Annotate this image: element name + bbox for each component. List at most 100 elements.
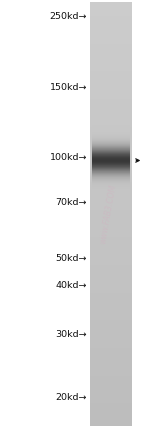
Bar <box>90 309 132 310</box>
Bar <box>92 170 130 171</box>
Bar <box>90 78 132 79</box>
Bar <box>92 155 130 156</box>
Bar <box>92 153 130 154</box>
Bar <box>90 282 132 283</box>
Bar <box>90 359 132 360</box>
Bar <box>90 195 132 196</box>
Bar <box>90 334 132 335</box>
Bar <box>90 143 132 145</box>
Bar <box>92 149 130 150</box>
Bar <box>92 173 130 174</box>
Bar <box>90 173 132 174</box>
Bar <box>90 355 132 357</box>
Bar <box>90 226 132 227</box>
Bar <box>90 220 132 222</box>
Bar <box>92 141 130 142</box>
Bar <box>90 98 132 100</box>
Bar <box>92 130 130 131</box>
Bar <box>92 146 130 147</box>
Bar <box>90 216 132 217</box>
Bar <box>90 370 132 372</box>
Bar <box>90 217 132 218</box>
Bar <box>90 214 132 216</box>
Bar <box>90 63 132 64</box>
Bar <box>90 279 132 280</box>
Bar <box>90 407 132 409</box>
Bar <box>90 25 132 27</box>
Bar <box>92 160 130 161</box>
Bar <box>90 118 132 119</box>
Bar <box>90 103 132 104</box>
Bar <box>92 159 130 160</box>
Bar <box>92 126 130 127</box>
Bar <box>90 276 132 277</box>
Bar <box>92 151 130 152</box>
Bar <box>92 193 130 194</box>
Bar <box>90 172 132 173</box>
Bar <box>90 82 132 83</box>
Bar <box>92 144 130 145</box>
Bar <box>92 177 130 178</box>
Bar <box>92 188 130 189</box>
Bar <box>90 123 132 124</box>
Text: 100kd→: 100kd→ <box>50 153 87 162</box>
Bar <box>92 192 130 193</box>
Bar <box>90 169 132 171</box>
Bar <box>92 169 130 170</box>
Bar <box>90 270 132 271</box>
Bar <box>92 180 130 181</box>
Bar <box>92 182 130 183</box>
Bar <box>90 84 132 85</box>
Bar <box>90 271 132 273</box>
Bar <box>90 322 132 323</box>
Bar <box>90 129 132 130</box>
Bar <box>92 139 130 140</box>
Bar <box>92 127 130 128</box>
Bar <box>90 356 132 357</box>
Bar <box>92 151 130 152</box>
Bar <box>90 10 132 12</box>
Bar <box>90 42 132 43</box>
Bar <box>90 160 132 161</box>
Bar <box>90 336 132 337</box>
Bar <box>90 401 132 402</box>
Bar <box>92 141 130 142</box>
Bar <box>90 171 132 172</box>
Bar <box>90 211 132 212</box>
Bar <box>90 225 132 226</box>
Bar <box>90 97 132 98</box>
Bar <box>90 228 132 229</box>
Bar <box>90 166 132 167</box>
Bar <box>90 159 132 160</box>
Bar <box>90 181 132 183</box>
Bar <box>92 144 130 145</box>
Bar <box>92 136 130 137</box>
Bar <box>92 183 130 184</box>
Bar <box>90 204 132 205</box>
Bar <box>90 236 132 238</box>
Bar <box>90 164 132 166</box>
Bar <box>92 156 130 157</box>
Bar <box>92 158 130 159</box>
Bar <box>90 419 132 421</box>
Bar <box>90 352 132 353</box>
Bar <box>90 152 132 154</box>
Bar <box>90 303 132 304</box>
Bar <box>90 185 132 186</box>
Bar <box>90 52 132 53</box>
Bar <box>90 256 132 257</box>
Bar <box>90 68 132 70</box>
Bar <box>92 153 130 154</box>
Bar <box>90 226 132 228</box>
Bar <box>90 245 132 246</box>
Bar <box>90 46 132 47</box>
Bar <box>90 296 132 297</box>
Bar <box>90 309 132 311</box>
Bar <box>90 301 132 302</box>
Bar <box>90 366 132 367</box>
Bar <box>90 348 132 350</box>
Bar <box>90 423 132 424</box>
Bar <box>92 193 130 194</box>
Bar <box>90 263 132 264</box>
Bar <box>90 212 132 213</box>
